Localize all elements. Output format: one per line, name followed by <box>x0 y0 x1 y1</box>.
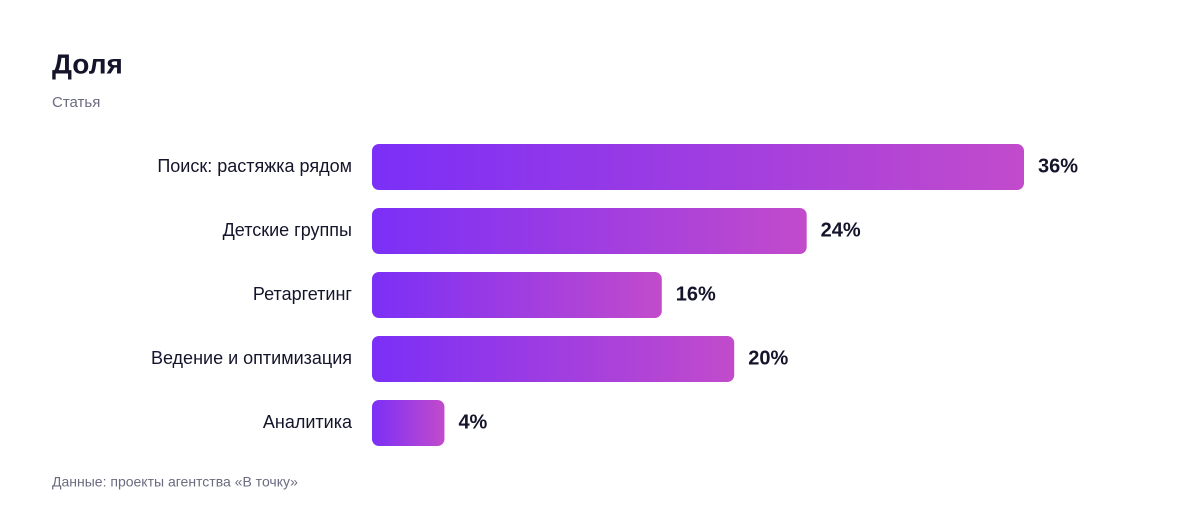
category-label: Ведение и оптимизация <box>151 348 352 368</box>
bar <box>372 208 807 254</box>
category-label: Детские группы <box>223 220 352 240</box>
chart-title: Доля <box>52 48 123 79</box>
value-label: 16% <box>676 283 716 305</box>
category-label: Поиск: растяжка рядом <box>157 156 352 176</box>
value-label: 4% <box>458 411 487 433</box>
value-label: 36% <box>1038 155 1078 177</box>
category-label: Ретаргетинг <box>253 284 353 304</box>
value-label: 24% <box>821 219 861 241</box>
bar <box>372 400 445 446</box>
source-note: Данные: проекты агентства «В точку» <box>52 474 298 490</box>
value-label: 20% <box>748 347 788 369</box>
bar <box>372 336 735 382</box>
category-label: Аналитика <box>263 412 353 432</box>
bar <box>372 272 662 318</box>
bar <box>372 144 1024 190</box>
chart-subtitle: Статья <box>52 94 100 111</box>
